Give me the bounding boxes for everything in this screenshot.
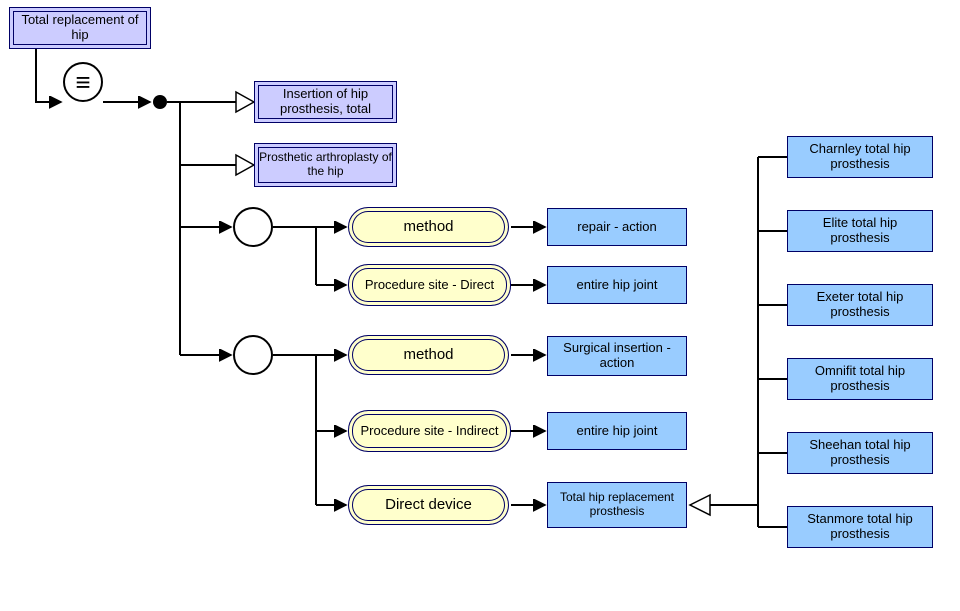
attribute-2-label: method [399, 344, 457, 365]
value-2-label: Surgical insertion - action [548, 339, 686, 373]
attribute-group-1 [233, 335, 273, 375]
attribute-0-label: method [399, 216, 457, 237]
prosthesis-1: Elite total hip prosthesis [787, 210, 933, 252]
prosthesis-5: Stanmore total hip prosthesis [787, 506, 933, 548]
prosthesis-2: Exeter total hip prosthesis [787, 284, 933, 326]
attribute-4: Direct device [348, 485, 509, 525]
attribute-1: Procedure site - Direct [348, 264, 511, 306]
parent-concept-0: Insertion of hip prosthesis, total [254, 81, 397, 123]
prosthesis-3-label: Omnifit total hip prosthesis [788, 362, 932, 396]
prosthesis-4-label: Sheehan total hip prosthesis [788, 436, 932, 470]
prosthesis-5-label: Stanmore total hip prosthesis [788, 510, 932, 544]
attribute-group-0 [233, 207, 273, 247]
value-0-label: repair - action [573, 218, 660, 237]
attribute-1-label: Procedure site - Direct [361, 276, 498, 295]
root-concept-label: Total replacement of hip [10, 11, 150, 45]
prosthesis-1-label: Elite total hip prosthesis [788, 214, 932, 248]
root-concept: Total replacement of hip [9, 7, 151, 49]
prosthesis-0-label: Charnley total hip prosthesis [788, 140, 932, 174]
parent-concept-0-label: Insertion of hip prosthesis, total [255, 85, 396, 119]
value-1-label: entire hip joint [573, 276, 662, 295]
value-3-label: entire hip joint [573, 422, 662, 441]
attribute-4-label: Direct device [381, 494, 476, 515]
parent-concept-1-label: Prosthetic arthroplasty of the hip [255, 149, 396, 181]
value-4-label: Total hip replacement prosthesis [548, 489, 686, 521]
attribute-2: method [348, 335, 509, 375]
value-4: Total hip replacement prosthesis [547, 482, 687, 528]
equivalence-icon: ≡ [63, 62, 103, 102]
prosthesis-2-label: Exeter total hip prosthesis [788, 288, 932, 322]
value-2: Surgical insertion - action [547, 336, 687, 376]
value-3: entire hip joint [547, 412, 687, 450]
value-0: repair - action [547, 208, 687, 246]
attribute-0: method [348, 207, 509, 247]
prosthesis-0: Charnley total hip prosthesis [787, 136, 933, 178]
parent-concept-1: Prosthetic arthroplasty of the hip [254, 143, 397, 187]
prosthesis-3: Omnifit total hip prosthesis [787, 358, 933, 400]
value-1: entire hip joint [547, 266, 687, 304]
prosthesis-4: Sheehan total hip prosthesis [787, 432, 933, 474]
attribute-3-label: Procedure site - Indirect [356, 422, 502, 441]
attribute-3: Procedure site - Indirect [348, 410, 511, 452]
